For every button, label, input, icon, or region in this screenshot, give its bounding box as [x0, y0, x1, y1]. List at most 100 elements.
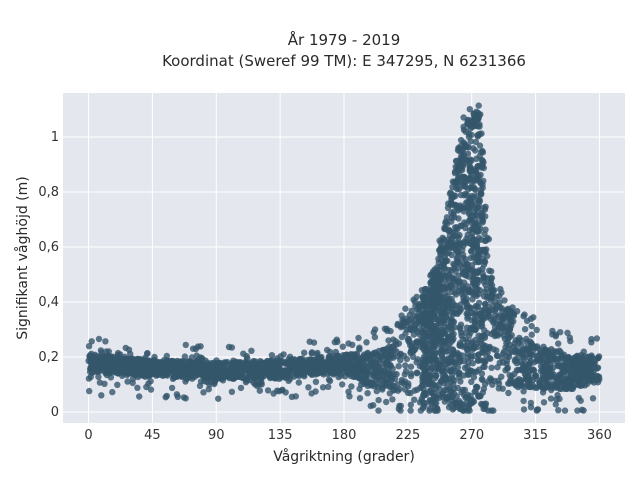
- data-point: [521, 326, 529, 333]
- data-point: [95, 335, 103, 343]
- data-point: [558, 363, 565, 370]
- data-point: [589, 395, 597, 402]
- data-point: [419, 375, 427, 382]
- data-point: [239, 362, 246, 369]
- data-point: [572, 353, 580, 360]
- data-point: [370, 383, 378, 390]
- data-point: [469, 296, 476, 303]
- data-point: [534, 343, 541, 350]
- data-point: [459, 264, 466, 271]
- data-point: [460, 114, 467, 121]
- data-point: [588, 353, 595, 361]
- data-point: [552, 348, 559, 355]
- data-point: [549, 327, 556, 335]
- data-point: [387, 349, 394, 356]
- data-point: [112, 362, 119, 370]
- data-point: [308, 390, 315, 397]
- data-point: [298, 361, 305, 368]
- data-point: [442, 276, 450, 283]
- data-point: [371, 326, 379, 333]
- data-point: [419, 342, 426, 350]
- data-point: [334, 352, 342, 359]
- data-point: [492, 298, 499, 306]
- data-point: [121, 353, 128, 360]
- data-point: [590, 368, 597, 376]
- data-point: [533, 326, 540, 334]
- data-point: [355, 334, 362, 342]
- data-point: [520, 406, 528, 413]
- data-point: [444, 395, 451, 402]
- data-point: [501, 297, 508, 304]
- data-point: [426, 354, 433, 362]
- data-point: [288, 393, 296, 400]
- data-point: [489, 381, 496, 388]
- data-point: [523, 374, 530, 381]
- data-point: [452, 360, 459, 368]
- data-point: [215, 375, 222, 382]
- data-point: [219, 371, 227, 378]
- data-point: [471, 268, 478, 275]
- data-point: [378, 353, 386, 360]
- data-point: [383, 359, 390, 366]
- data-point: [515, 340, 522, 347]
- data-point: [449, 276, 457, 283]
- data-point: [271, 358, 278, 366]
- data-point: [239, 374, 246, 381]
- data-point: [402, 368, 410, 375]
- x-tick-label: 360: [587, 428, 612, 443]
- data-point: [474, 285, 481, 293]
- data-point: [194, 343, 202, 350]
- data-point: [430, 394, 437, 402]
- data-point: [325, 383, 332, 390]
- data-point: [111, 369, 119, 376]
- data-point: [232, 368, 239, 375]
- data-point: [412, 320, 419, 327]
- data-point: [268, 352, 276, 359]
- data-point: [547, 395, 555, 402]
- x-tick-label: 45: [144, 428, 161, 443]
- data-point: [214, 369, 222, 376]
- data-point: [143, 357, 150, 364]
- data-point: [356, 395, 364, 402]
- data-point: [454, 349, 461, 357]
- data-point: [405, 380, 412, 387]
- data-point: [443, 357, 450, 364]
- data-point: [485, 236, 492, 243]
- data-point: [467, 329, 474, 336]
- data-point: [277, 369, 285, 377]
- data-point: [450, 211, 457, 218]
- data-point: [563, 385, 571, 392]
- data-point: [272, 372, 280, 379]
- y-tick-label: 0,8: [38, 185, 59, 200]
- data-point: [478, 156, 485, 164]
- x-tick-label: 225: [395, 428, 420, 443]
- data-point: [153, 370, 160, 378]
- data-point: [168, 384, 176, 392]
- data-point: [438, 338, 445, 345]
- data-point: [301, 373, 308, 380]
- data-point: [85, 343, 93, 350]
- data-point: [196, 382, 204, 390]
- data-point: [330, 368, 337, 375]
- data-point: [561, 407, 569, 414]
- data-point: [363, 339, 370, 346]
- x-tick-label: 270: [459, 428, 484, 443]
- data-point: [440, 305, 447, 313]
- data-point: [502, 328, 509, 335]
- data-point: [400, 322, 408, 330]
- data-point: [389, 396, 396, 403]
- data-point: [550, 364, 557, 371]
- data-point: [476, 163, 483, 170]
- data-point: [414, 328, 421, 336]
- data-point: [464, 407, 471, 414]
- data-point: [461, 364, 469, 371]
- data-point: [461, 290, 468, 298]
- data-point: [466, 195, 474, 203]
- data-point: [576, 373, 583, 380]
- data-point: [578, 357, 585, 364]
- data-point: [446, 315, 454, 322]
- data-point: [442, 285, 449, 292]
- data-point: [432, 382, 439, 389]
- data-point: [395, 363, 402, 370]
- data-point: [420, 317, 427, 325]
